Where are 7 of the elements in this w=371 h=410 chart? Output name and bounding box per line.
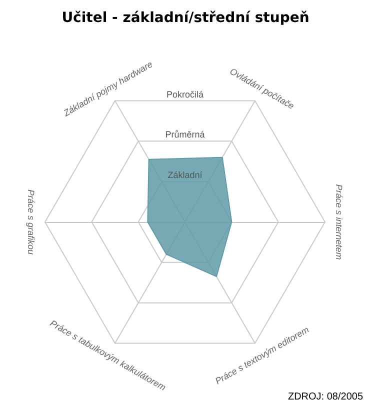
spoke-label: Práce s grafikou (26, 189, 36, 255)
y-tick-label: Základní (168, 170, 203, 180)
text: ZDROJ: 08/2005 (288, 392, 364, 402)
chart-title: Učitel - základní/střední stupeň (62, 10, 310, 26)
y-tick-label: Průměrná (165, 130, 205, 140)
y-tick-label: Pokročilá (166, 89, 204, 100)
spoke-label: Práce s internetem (334, 184, 344, 260)
